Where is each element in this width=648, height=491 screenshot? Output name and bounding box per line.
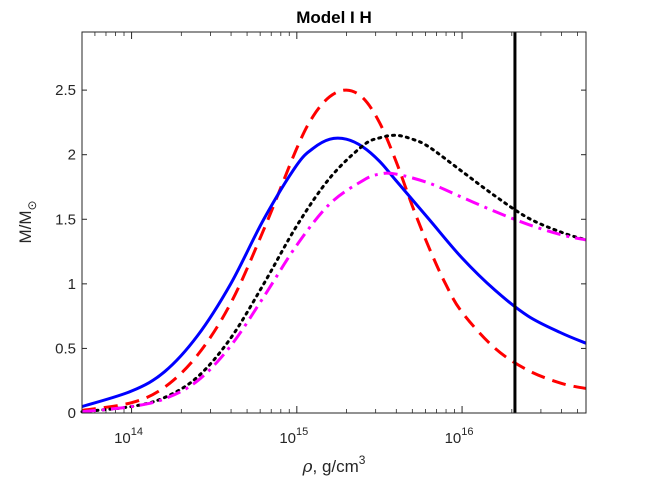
x-tick-exponent: 14	[131, 426, 143, 438]
x-tick-label: 1015	[279, 426, 308, 447]
y-tick-label: 1.5	[55, 211, 76, 228]
x-axis-label-symbol: ρ	[302, 457, 313, 477]
plot-frame	[81, 31, 587, 414]
y-axis-label-sub: ⊙	[25, 200, 39, 210]
x-tick-label: 1016	[445, 426, 474, 447]
series-line-black-dotted	[80, 133, 588, 414]
x-tick-label: 1014	[114, 426, 143, 447]
series-line-blue-solid	[81, 136, 587, 408]
y-axis-label: M/M⊙	[16, 200, 39, 243]
chart-title: Model I H	[296, 8, 372, 27]
series-line-red-dashed	[81, 88, 587, 412]
y-tick-labels: 0 0.5 1 1.5 2 2.5	[55, 82, 76, 422]
y-tick-label: 2.5	[55, 82, 76, 99]
y-axis-label-text: M/M	[16, 211, 35, 244]
x-tick-base: 10	[445, 430, 462, 447]
x-tick-exponent: 16	[461, 426, 473, 438]
x-axis-label: ρ, g/cm3	[302, 453, 366, 477]
series-group	[80, 88, 588, 414]
x-tick-base: 10	[279, 430, 296, 447]
plot-area-background	[82, 32, 586, 413]
x-tick-base: 10	[114, 430, 131, 447]
x-tick-exponent: 15	[296, 426, 308, 438]
x-axis-label-sup: 3	[359, 453, 366, 467]
y-tick-label: 0.5	[55, 340, 76, 357]
x-tick-labels: 1014 1015 1016	[114, 426, 473, 447]
y-tick-label: 2	[68, 147, 76, 164]
x-axis-label-text: , g/cm	[313, 457, 359, 476]
y-tick-label: 0	[68, 405, 76, 422]
series-line-magenta-dashdot	[81, 171, 587, 414]
y-tick-label: 1	[68, 276, 76, 293]
